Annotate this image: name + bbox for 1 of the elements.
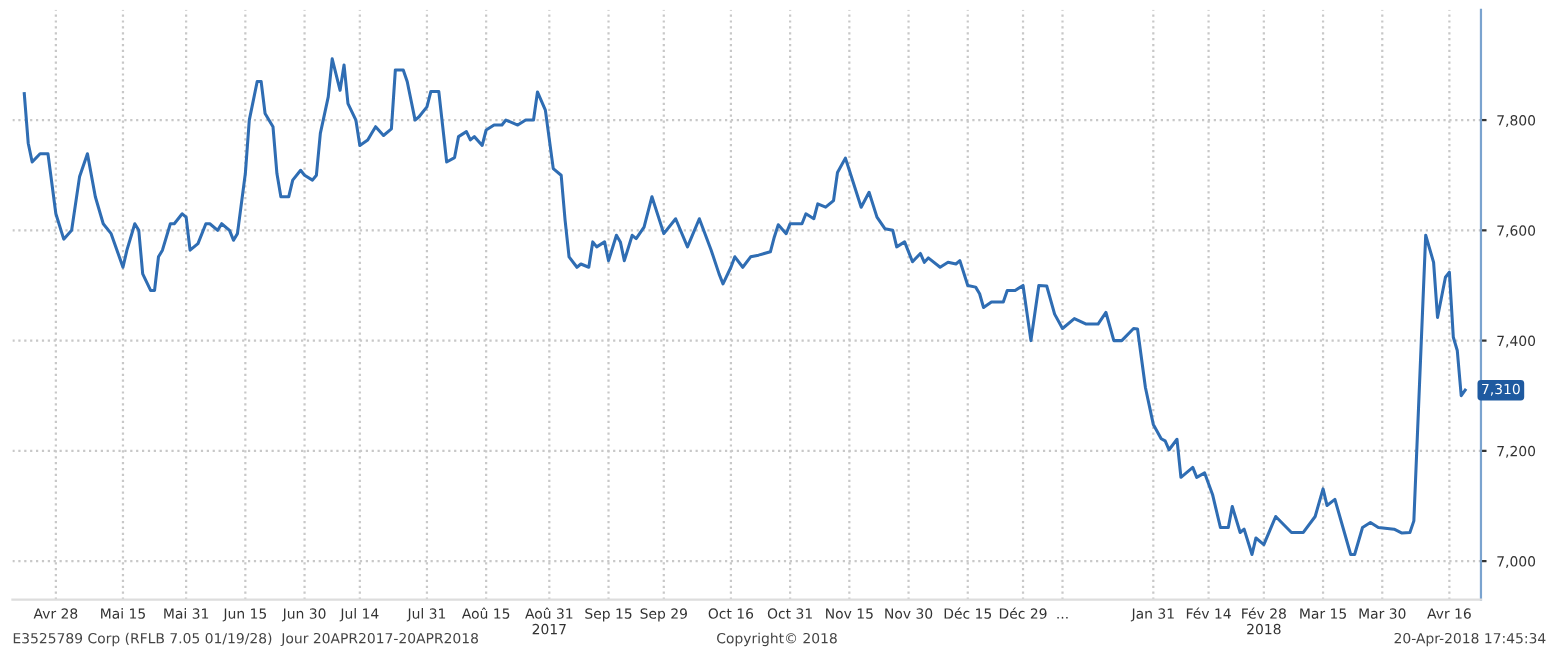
line-series [22, 57, 1467, 557]
